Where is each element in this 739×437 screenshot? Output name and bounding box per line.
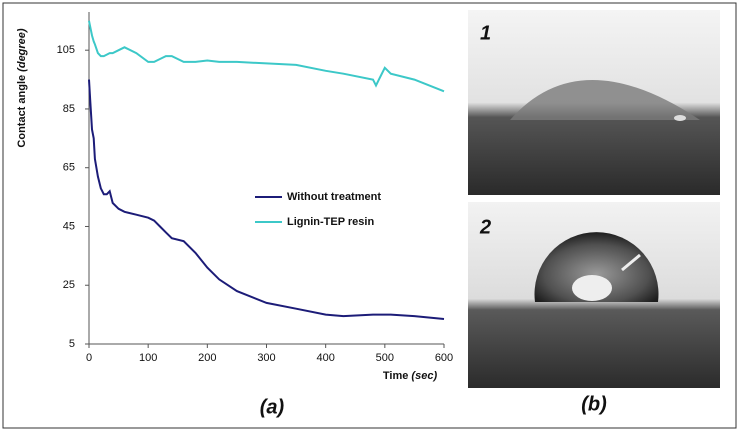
y-tick-label: 25 bbox=[63, 279, 75, 291]
x-tick-label: 100 bbox=[139, 352, 157, 364]
series-line bbox=[88, 20, 445, 93]
photo-2 bbox=[468, 202, 720, 388]
caption: (b) bbox=[581, 393, 607, 415]
frame bbox=[2, 2, 737, 429]
y-axis-title: Contact angle (degree) bbox=[16, 28, 28, 148]
x-label: Time bbox=[383, 370, 408, 382]
y-tick-label: 5 bbox=[69, 338, 75, 350]
x-label-unit: (sec) bbox=[411, 370, 437, 382]
y-tick-label: 45 bbox=[63, 220, 75, 232]
legend-label: Lignin-TEP resin bbox=[287, 216, 374, 228]
photo-label: 2 bbox=[479, 216, 491, 238]
y-tick-label: 105 bbox=[57, 44, 75, 56]
photo-label: 1 bbox=[480, 22, 491, 44]
y-label-unit: (degree) bbox=[16, 28, 28, 72]
x-tick-label: 300 bbox=[257, 352, 275, 364]
y-tick-label: 65 bbox=[63, 162, 75, 174]
x-tick-label: 200 bbox=[198, 352, 216, 364]
y-tick-label: 85 bbox=[63, 103, 75, 115]
photo-1 bbox=[468, 10, 720, 195]
x-tick-label: 400 bbox=[316, 352, 334, 364]
caption: (a) bbox=[260, 396, 285, 418]
series-line bbox=[88, 79, 445, 320]
x-tick-label: 0 bbox=[86, 352, 92, 364]
x-tick-label: 500 bbox=[376, 352, 394, 364]
x-axis-title: Time (sec) bbox=[383, 370, 438, 382]
y-label: Contact angle bbox=[16, 75, 28, 148]
legend-label: Without treatment bbox=[287, 191, 381, 203]
x-tick-label: 600 bbox=[435, 352, 453, 364]
